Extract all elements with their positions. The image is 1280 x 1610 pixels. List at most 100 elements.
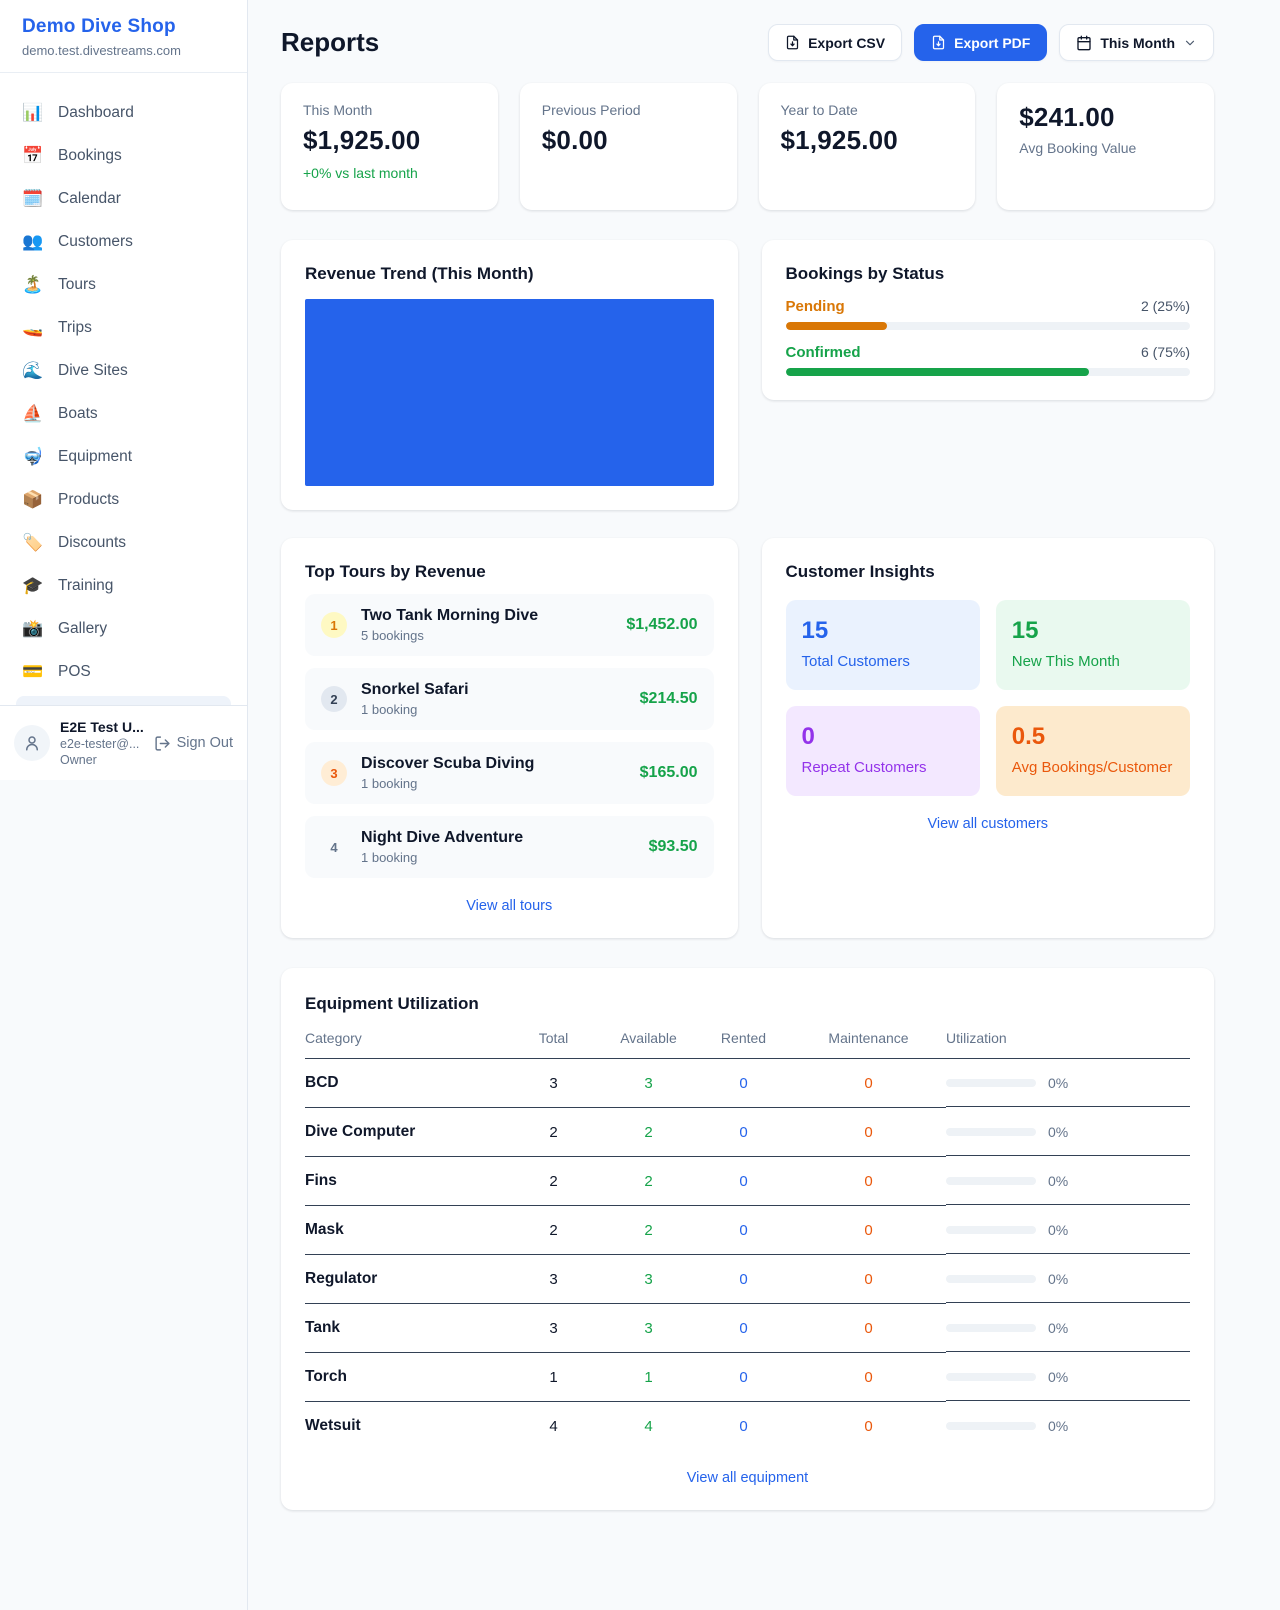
user-panel: E2E Test U... e2e-tester@... Owner Sign … xyxy=(0,705,247,780)
export-csv-label: Export CSV xyxy=(808,34,886,51)
sidebar-item-dashboard[interactable]: 📊 Dashboard xyxy=(12,91,235,134)
stat-card-year-to-date: Year to Date $1,925.00 xyxy=(758,83,976,210)
cell-utilization: 0% xyxy=(946,1354,1190,1401)
sidebar-active-item-partial[interactable] xyxy=(16,696,231,705)
user-role: Owner xyxy=(60,753,97,767)
page-header: Reports Export CSV Export PDF This Month xyxy=(281,24,1214,61)
export-csv-button[interactable]: Export CSV xyxy=(768,24,903,61)
person-icon xyxy=(26,736,38,751)
user-name: E2E Test U... xyxy=(60,719,144,735)
tile-value: 15 xyxy=(1011,617,1039,644)
user-meta: E2E Test U... e2e-tester@... Owner xyxy=(60,719,144,767)
tour-list-item[interactable]: 3 Discover Scuba Diving 1 booking $165.0… xyxy=(305,742,714,804)
tour-name: Night Dive Adventure xyxy=(361,829,524,846)
period-select[interactable]: This Month xyxy=(1059,24,1214,61)
cell-utilization: 0% xyxy=(946,1305,1190,1352)
sidebar-item-trips[interactable]: 🚤 Trips xyxy=(12,306,235,349)
sidebar-item-training[interactable]: 🎓 Training xyxy=(12,564,235,607)
rank-badge: 3 xyxy=(321,760,347,786)
tour-revenue: $93.50 xyxy=(648,838,698,855)
view-all-customers-link[interactable]: View all customers xyxy=(927,816,1049,832)
sidebar-item-dive-sites[interactable]: 🌊 Dive Sites xyxy=(12,349,235,392)
cell-category: Mask xyxy=(305,1206,506,1255)
cell-utilization: 0% xyxy=(946,1403,1190,1449)
sidebar-item-equipment[interactable]: 🤿 Equipment xyxy=(12,435,235,478)
tile-label: Avg Bookings/Customer xyxy=(1011,759,1173,776)
sidebar-item-label: Training xyxy=(58,576,114,594)
utilization-percent: 0% xyxy=(1048,1320,1069,1336)
status-count-pending: 2 (25%) xyxy=(1140,298,1190,314)
cell-maintenance: 0 xyxy=(791,1060,946,1108)
sidebar-spacer xyxy=(0,780,247,1610)
page-title: Reports xyxy=(281,27,380,57)
cell-utilization: 0% xyxy=(946,1207,1190,1254)
sign-out-button[interactable]: Sign Out xyxy=(154,735,233,752)
shop-name[interactable]: Demo Dive Shop xyxy=(22,16,176,37)
rank-badge: 1 xyxy=(321,612,347,638)
utilization-percent: 0% xyxy=(1048,1173,1069,1189)
sidebar-item-customers[interactable]: 👥 Customers xyxy=(12,220,235,263)
main-content: Reports Export CSV Export PDF This Month xyxy=(248,0,1280,1610)
tour-revenue: $1,452.00 xyxy=(626,616,698,633)
speedboat-icon: 🚤 xyxy=(22,317,44,337)
utilization-bar-track xyxy=(946,1324,1036,1332)
column-header-rented: Rented xyxy=(696,1014,791,1059)
sidebar-item-label: POS xyxy=(58,662,91,680)
rank-badge: 2 xyxy=(321,686,347,712)
sidebar-header: Demo Dive Shop demo.test.divestreams.com xyxy=(0,0,247,73)
cell-maintenance: 0 xyxy=(791,1158,946,1206)
cell-total: 3 xyxy=(506,1305,601,1353)
sidebar-item-pos[interactable]: 💳 POS xyxy=(12,650,235,693)
period-label: This Month xyxy=(1100,34,1175,51)
tour-revenue: $214.50 xyxy=(639,690,698,707)
revenue-trend-title: Revenue Trend (This Month) xyxy=(305,264,534,283)
tour-list-item[interactable]: 4 Night Dive Adventure 1 booking $93.50 xyxy=(305,816,714,878)
view-all-equipment-link[interactable]: View all equipment xyxy=(686,1470,809,1486)
status-bar-track xyxy=(785,322,1190,330)
tile-label: Total Customers xyxy=(801,653,910,670)
sidebar-item-label: Dive Sites xyxy=(58,361,128,379)
sidebar-item-bookings[interactable]: 📅 Bookings xyxy=(12,134,235,177)
cell-maintenance: 0 xyxy=(864,1417,873,1435)
logout-icon xyxy=(154,735,170,751)
tile-label: New This Month xyxy=(1011,653,1120,670)
calendar-icon: 🗓️ xyxy=(22,188,44,208)
status-bar-fill-confirmed xyxy=(785,368,1089,376)
utilization-percent: 0% xyxy=(1048,1418,1069,1434)
sidebar-item-label: Gallery xyxy=(58,619,108,637)
column-header-maintenance: Maintenance xyxy=(791,1014,946,1059)
equipment-utilization-title: Equipment Utilization xyxy=(305,994,479,1013)
sidebar-item-products[interactable]: 📦 Products xyxy=(12,478,235,521)
cell-category: Fins xyxy=(305,1157,506,1206)
cell-rented: 0 xyxy=(696,1060,791,1108)
dive-mask-icon: 🤿 xyxy=(22,446,44,466)
sidebar-item-boats[interactable]: ⛵ Boats xyxy=(12,392,235,435)
tour-list-item[interactable]: 2 Snorkel Safari 1 booking $214.50 xyxy=(305,668,714,730)
cell-rented: 0 xyxy=(696,1305,791,1353)
tile-value: 15 xyxy=(801,617,829,644)
cell-total: 4 xyxy=(549,1417,558,1435)
sidebar-item-gallery[interactable]: 📸 Gallery xyxy=(12,607,235,650)
sidebar-item-discounts[interactable]: 🏷️ Discounts xyxy=(12,521,235,564)
cell-utilization: 0% xyxy=(946,1256,1190,1303)
tile-avg-bookings-customer: 0.5 Avg Bookings/Customer xyxy=(995,706,1190,796)
tile-new-this-month: 15 New This Month xyxy=(995,600,1190,690)
insight-tiles: 15 Total Customers 15 New This Month 0 R… xyxy=(785,600,1190,796)
view-all-tours-link[interactable]: View all tours xyxy=(466,898,553,914)
equipment-table: Category Total Available Rented Maintena… xyxy=(305,1014,1190,1450)
rank-badge: 4 xyxy=(330,839,338,855)
tour-list-item[interactable]: 1 Two Tank Morning Dive 5 bookings $1,45… xyxy=(305,594,714,656)
sidebar-item-calendar[interactable]: 🗓️ Calendar xyxy=(12,177,235,220)
cell-available: 2 xyxy=(601,1158,696,1206)
cell-total: 2 xyxy=(506,1207,601,1255)
utilization-percent: 0% xyxy=(1048,1075,1069,1091)
tour-revenue: $165.00 xyxy=(639,764,698,781)
tour-bookings: 1 booking xyxy=(361,850,418,865)
export-pdf-button[interactable]: Export PDF xyxy=(914,24,1048,61)
sidebar-item-tours[interactable]: 🏝️ Tours xyxy=(12,263,235,306)
stat-value: $0.00 xyxy=(541,125,608,155)
tag-icon: 🏷️ xyxy=(22,532,44,552)
cell-available: 1 xyxy=(601,1354,696,1402)
status-row-pending: Pending 2 (25%) xyxy=(785,298,1190,330)
